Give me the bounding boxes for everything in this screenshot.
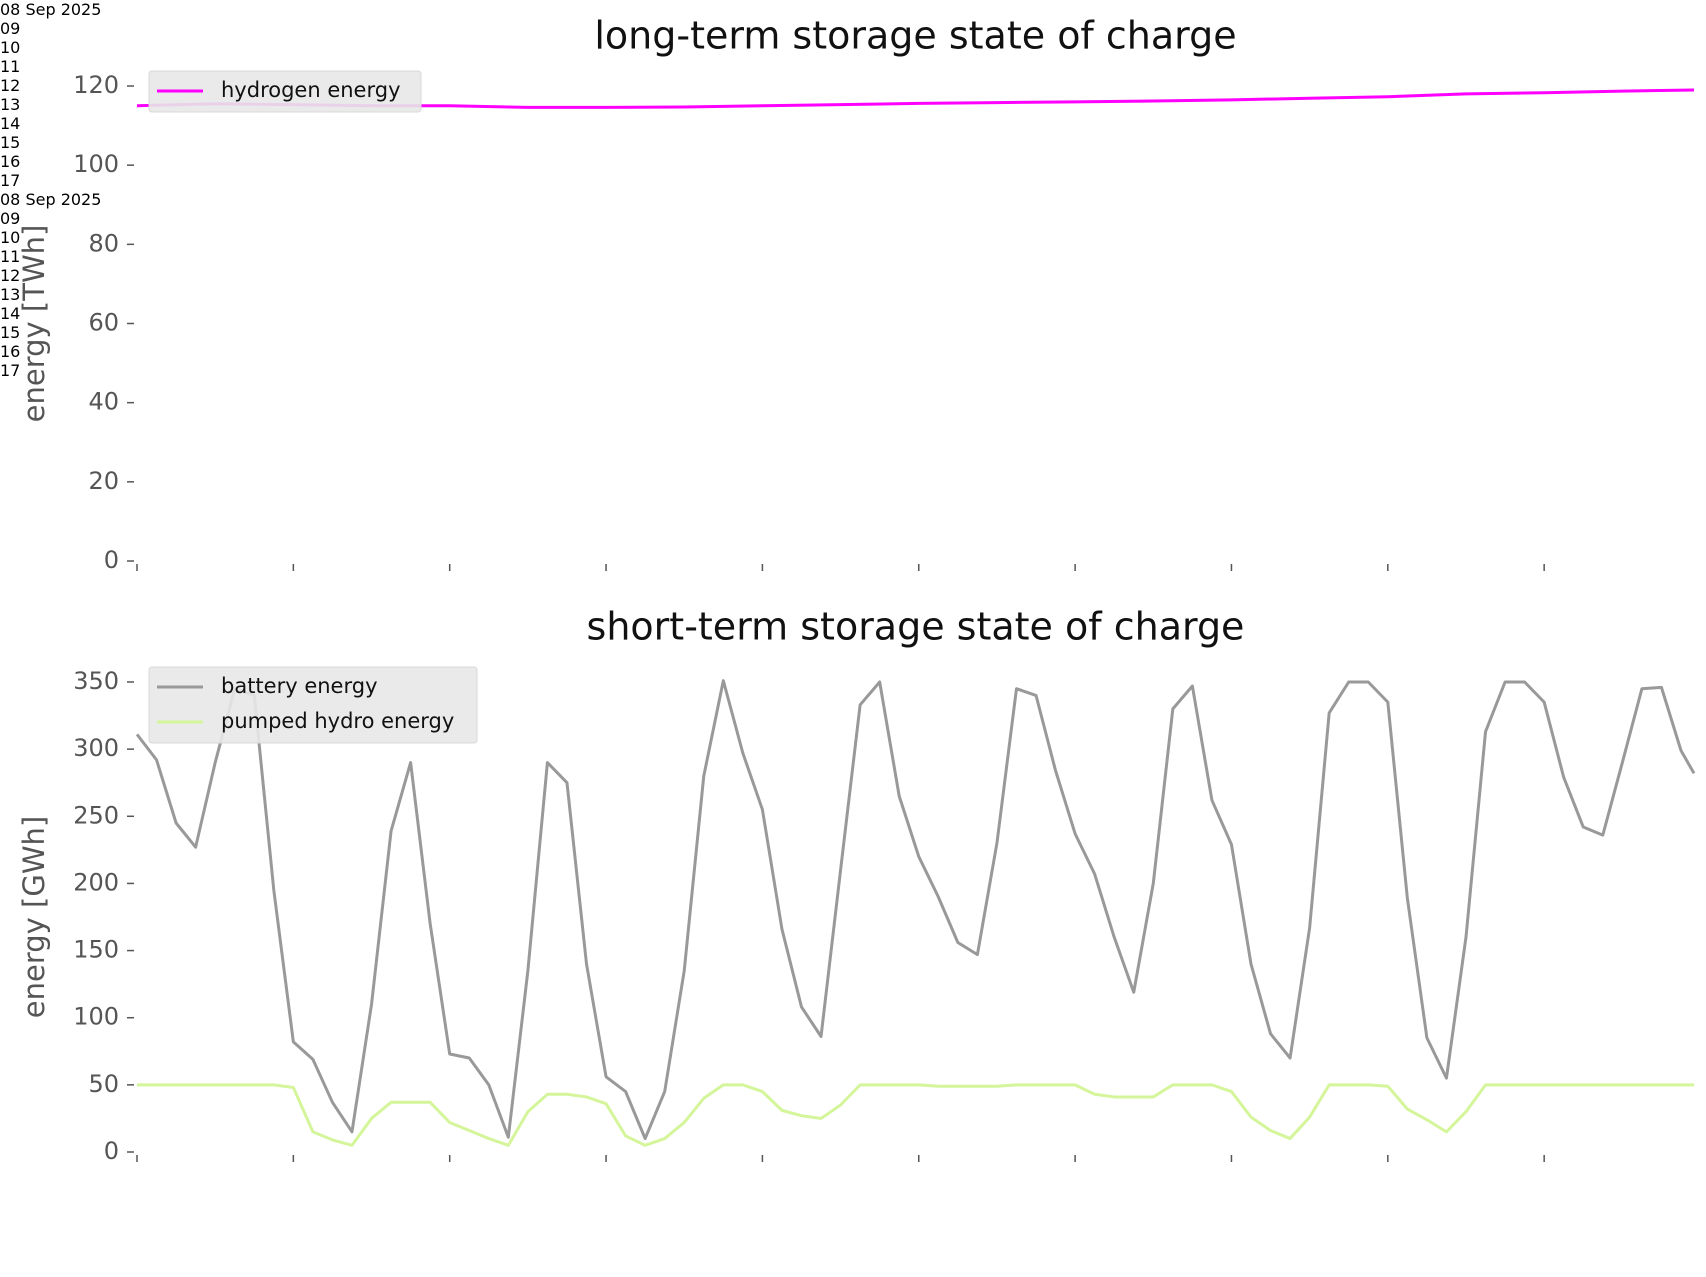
x-tick-label: 12 — [0, 76, 21, 95]
x-tick-label: 16 — [0, 152, 21, 171]
y-tick-label: 100 — [73, 1003, 119, 1031]
y-axis-label: energy [TWh] — [17, 225, 51, 423]
x-tick-label: 08 Sep 2025 — [0, 190, 102, 209]
y-tick-label: 250 — [73, 801, 119, 829]
y-tick-label: 150 — [73, 936, 119, 964]
x-tick-label: 10 — [0, 38, 21, 57]
x-tick-label: 11 — [0, 247, 21, 266]
x-tick-label: 08 Sep 2025 — [0, 0, 102, 19]
y-tick-label: 300 — [73, 734, 119, 762]
y-tick-label: 0 — [104, 1137, 119, 1165]
series-line — [135, 679, 1696, 1141]
x-tick-label: 12 — [0, 266, 21, 285]
x-tick-label: 15 — [0, 323, 21, 342]
x-tick-label: 17 — [0, 171, 21, 190]
x-tick-label: 11 — [0, 57, 21, 76]
x-tick-label: 14 — [0, 114, 21, 133]
x-tick-label: 17 — [0, 361, 21, 380]
x-tick-label: 09 — [0, 19, 21, 38]
legend-box — [148, 70, 422, 113]
y-tick-label: 120 — [73, 71, 119, 99]
x-tick-label: 14 — [0, 304, 21, 323]
x-tick-label: 16 — [0, 342, 21, 361]
x-tick-label: 10 — [0, 228, 21, 247]
chart-title: short-term storage state of charge — [587, 605, 1245, 649]
legend-label: battery energy — [221, 674, 378, 698]
x-tick-label: 09 — [0, 209, 21, 228]
x-tick-label: 15 — [0, 133, 21, 152]
y-tick-label: 200 — [73, 868, 119, 896]
x-tick-label: 13 — [0, 285, 21, 304]
y-tick-label: 80 — [88, 229, 119, 257]
y-tick-label: 350 — [73, 667, 119, 695]
y-tick-label: 0 — [104, 546, 119, 574]
legend-label: pumped hydro energy — [221, 709, 454, 733]
x-tick-label: 13 — [0, 95, 21, 114]
y-axis-label: energy [GWh] — [17, 816, 51, 1018]
legend-box — [148, 666, 478, 744]
y-tick-label: 60 — [88, 309, 119, 337]
y-tick-label: 40 — [88, 388, 119, 416]
legend-label: hydrogen energy — [221, 78, 401, 102]
y-tick-label: 20 — [88, 467, 119, 495]
y-tick-label: 50 — [88, 1070, 119, 1098]
chart-title: long-term storage state of charge — [594, 14, 1236, 58]
series-line — [137, 1083, 1694, 1147]
y-tick-label: 100 — [73, 150, 119, 178]
